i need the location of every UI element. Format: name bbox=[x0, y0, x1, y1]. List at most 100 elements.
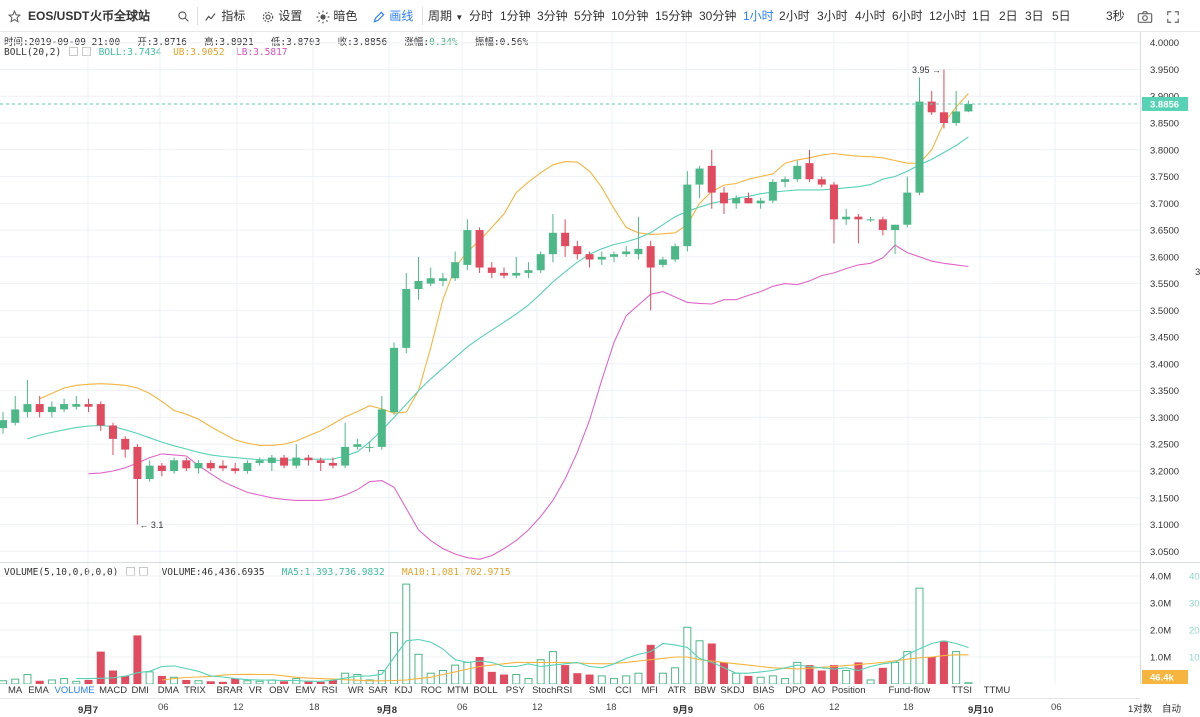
indicator-tab-dpo[interactable]: DPO bbox=[785, 685, 806, 696]
indicator-tab-kdj[interactable]: KDJ bbox=[394, 685, 413, 696]
timeframe-3[interactable]: 5分钟 bbox=[574, 9, 605, 23]
favorite-star-icon[interactable] bbox=[7, 0, 22, 32]
date-tick: 06 bbox=[158, 702, 169, 713]
volume-close-icon[interactable] bbox=[139, 567, 149, 576]
fullscreen-icon[interactable] bbox=[1166, 0, 1180, 32]
timeframe-12[interactable]: 12小时 bbox=[929, 9, 967, 23]
draw-line-button[interactable]: 画线 bbox=[372, 0, 413, 32]
indicators-button[interactable]: 指标 bbox=[204, 0, 245, 32]
candle-body bbox=[84, 404, 93, 407]
log-scale-toggle[interactable]: 1对数 bbox=[1128, 704, 1153, 715]
candle-body bbox=[133, 446, 142, 480]
indicator-tab-ema[interactable]: EMA bbox=[28, 685, 49, 696]
price-tick: 3.3000 bbox=[1150, 413, 1179, 424]
ma10-label: MA10: bbox=[401, 567, 431, 578]
period-dropdown[interactable]: 周期 ▼ bbox=[428, 0, 463, 32]
volume-value: 46,436.6935 bbox=[201, 567, 265, 578]
indicator-tab-obv[interactable]: OBV bbox=[269, 685, 290, 696]
indicator-tab-ttmu[interactable]: TTMU bbox=[983, 685, 1011, 696]
volume-bar bbox=[157, 675, 166, 684]
candle-body bbox=[316, 460, 325, 463]
timeframe-0[interactable]: 分时 bbox=[469, 9, 494, 23]
indicator-tab-stochrsi[interactable]: StochRSI bbox=[532, 685, 573, 696]
timeframe-9[interactable]: 3小时 bbox=[817, 9, 848, 23]
indicator-tab-atr[interactable]: ATR bbox=[667, 685, 687, 696]
candle-body bbox=[829, 184, 838, 220]
candle-body bbox=[267, 457, 276, 463]
timeframe-11[interactable]: 6小时 bbox=[892, 9, 923, 23]
indicator-tab-dma[interactable]: DMA bbox=[157, 685, 179, 696]
date-tick: 18 bbox=[903, 702, 914, 713]
indicator-tab-vr[interactable]: VR bbox=[248, 685, 263, 696]
indicator-tab-ttsi[interactable]: TTSI bbox=[951, 685, 972, 696]
search-icon[interactable] bbox=[177, 0, 190, 32]
price-tick: 3.8500 bbox=[1150, 119, 1179, 130]
volume-bar bbox=[707, 643, 716, 684]
timeframe-15[interactable]: 3日 bbox=[1025, 9, 1044, 23]
candle-body bbox=[328, 462, 337, 466]
indicator-tab-position[interactable]: Position bbox=[831, 685, 866, 696]
date-tick: 18 bbox=[606, 702, 617, 713]
timeframe-10[interactable]: 4小时 bbox=[855, 9, 886, 23]
boll-settings-icon[interactable] bbox=[68, 47, 78, 56]
candle-body bbox=[414, 280, 423, 289]
volume-bar bbox=[695, 640, 704, 684]
indicator-tab-sar[interactable]: SAR bbox=[368, 685, 388, 696]
indicator-tab-skdj[interactable]: SKDJ bbox=[720, 685, 745, 696]
indicator-tab-trix[interactable]: TRIX bbox=[184, 685, 206, 696]
candle-body bbox=[891, 224, 900, 231]
candle-body bbox=[0, 420, 7, 429]
volume-bar bbox=[793, 661, 802, 684]
boll-close-icon[interactable] bbox=[81, 47, 91, 56]
dark-mode-button[interactable]: 暗色 bbox=[316, 0, 357, 32]
volume-bar bbox=[756, 676, 765, 684]
indicator-tab-boll[interactable]: BOLL bbox=[473, 685, 498, 696]
candle-body bbox=[524, 270, 533, 273]
candle-body bbox=[426, 278, 435, 284]
timeframe-1[interactable]: 1分钟 bbox=[500, 9, 531, 23]
symbol-name[interactable]: EOS/USDT bbox=[28, 9, 90, 23]
indicator-tab-bias[interactable]: BIAS bbox=[752, 685, 775, 696]
volume-bar bbox=[170, 676, 179, 684]
indicator-tab-bbw[interactable]: BBW bbox=[694, 685, 716, 696]
indicator-tab-wr[interactable]: WR bbox=[348, 685, 364, 696]
indicator-tab-dmi[interactable]: DMI bbox=[131, 685, 149, 696]
ma10-value: 1,081,702.9715 bbox=[430, 567, 511, 578]
indicator-tab-macd[interactable]: MACD bbox=[99, 685, 128, 696]
timeframe-16[interactable]: 5日 bbox=[1052, 9, 1071, 23]
indicator-tab-mfi[interactable]: MFI bbox=[641, 685, 658, 696]
timeframe-8[interactable]: 2小时 bbox=[779, 9, 810, 23]
settings-button[interactable]: 设置 bbox=[261, 0, 302, 32]
indicator-tab-emv[interactable]: EMV bbox=[295, 685, 316, 696]
timeframe-14[interactable]: 2日 bbox=[999, 9, 1018, 23]
auto-scale-toggle[interactable]: 自动 bbox=[1162, 704, 1182, 715]
indicator-tab-roc[interactable]: ROC bbox=[420, 685, 442, 696]
timeframe-13[interactable]: 1日 bbox=[972, 9, 991, 23]
volume-bar bbox=[573, 673, 582, 684]
candle-body bbox=[732, 197, 741, 204]
timeframe-5[interactable]: 15分钟 bbox=[655, 9, 693, 23]
candle-body bbox=[60, 404, 69, 410]
indicator-tab-fund-flow[interactable]: Fund-flow bbox=[888, 685, 931, 696]
camera-icon[interactable] bbox=[1137, 0, 1153, 32]
indicator-tab-ma[interactable]: MA bbox=[8, 685, 23, 696]
indicator-tab-volume[interactable]: VOLUME bbox=[54, 685, 95, 696]
candle-body bbox=[243, 462, 252, 471]
volume-tick-partial: 10 bbox=[1189, 653, 1200, 664]
timeframe-7[interactable]: 1小时 bbox=[743, 9, 774, 23]
candle-body bbox=[304, 457, 313, 461]
timeframe-2[interactable]: 3分钟 bbox=[537, 9, 568, 23]
indicator-tab-mtm[interactable]: MTM bbox=[447, 685, 469, 696]
indicator-tab-smi[interactable]: SMI bbox=[588, 685, 606, 696]
timeframe-6[interactable]: 30分钟 bbox=[699, 9, 737, 23]
indicator-tab-psy[interactable]: PSY bbox=[505, 685, 525, 696]
indicator-tab-ao[interactable]: AO bbox=[811, 685, 826, 696]
timeframe-4[interactable]: 10分钟 bbox=[611, 9, 649, 23]
volume-settings-icon[interactable] bbox=[126, 567, 136, 576]
indicator-tab-rsi[interactable]: RSI bbox=[321, 685, 338, 696]
sun-icon bbox=[316, 10, 330, 24]
candle-body bbox=[658, 259, 667, 265]
indicator-tab-brar[interactable]: BRAR bbox=[216, 685, 243, 696]
candle-body bbox=[878, 219, 887, 231]
indicator-tab-cci[interactable]: CCI bbox=[615, 685, 632, 696]
